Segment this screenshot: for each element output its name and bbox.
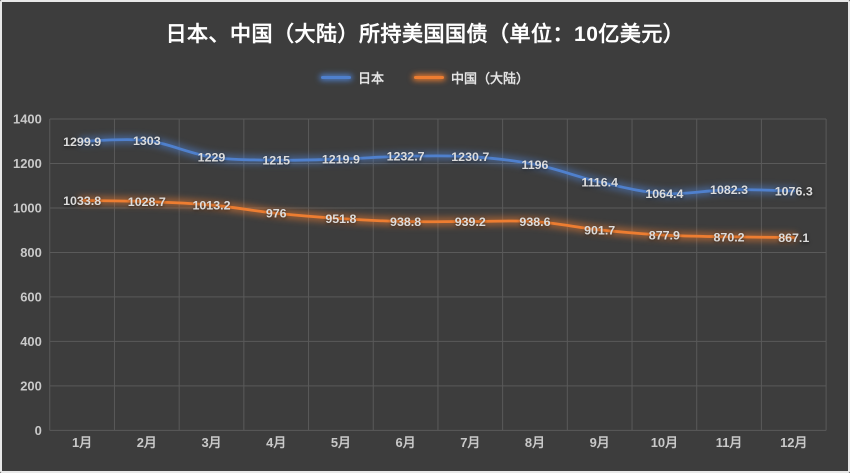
china-line-swatch-icon xyxy=(414,76,444,79)
y-axis-tick-label: 200 xyxy=(20,378,42,393)
legend-item-japan: 日本 xyxy=(320,68,384,87)
x-axis-tick-label: 10月 xyxy=(651,435,678,450)
x-axis-tick-label: 12月 xyxy=(780,435,807,450)
data-label-japan: 1196 xyxy=(521,158,548,172)
data-label-japan: 1215 xyxy=(262,154,290,168)
data-label-japan: 1064.4 xyxy=(645,187,683,201)
data-label-japan: 1229 xyxy=(198,151,226,165)
y-axis-tick-label: 1000 xyxy=(13,200,42,215)
data-label-japan: 1232.7 xyxy=(387,150,425,164)
x-axis-tick-label: 5月 xyxy=(331,435,351,450)
data-label-china: 976 xyxy=(266,207,287,221)
series-line-japan xyxy=(80,138,796,196)
data-label-china: 1028.7 xyxy=(128,195,166,209)
x-axis-tick-label: 3月 xyxy=(201,435,221,450)
data-label-china: 877.9 xyxy=(649,229,680,243)
x-axis-tick-label: 6月 xyxy=(396,435,416,450)
data-label-japan: 1303 xyxy=(133,134,161,148)
y-axis-tick-label: 800 xyxy=(20,245,42,260)
legend-label-japan: 日本 xyxy=(357,71,384,86)
series-line-china xyxy=(80,199,796,239)
x-axis-tick-label: 11月 xyxy=(716,435,743,450)
x-axis-tick-label: 1月 xyxy=(72,435,92,450)
x-axis-tick-label: 7月 xyxy=(460,435,480,450)
data-label-china: 870.2 xyxy=(714,230,745,244)
data-label-japan: 1076.3 xyxy=(775,184,813,198)
data-label-japan: 1116.4 xyxy=(581,176,618,190)
data-label-china: 1013.2 xyxy=(192,199,230,213)
y-axis-tick-label: 1400 xyxy=(13,111,42,126)
data-label-japan: 1230.7 xyxy=(451,150,489,164)
data-label-japan: 1299.9 xyxy=(63,135,101,149)
data-label-china: 1033.8 xyxy=(63,194,101,208)
data-label-china: 938.8 xyxy=(390,215,421,229)
data-label-china: 901.7 xyxy=(584,223,615,237)
x-axis-tick-label: 8月 xyxy=(525,435,545,450)
data-label-china: 938.6 xyxy=(519,215,550,229)
data-label-japan: 1082.3 xyxy=(710,183,748,197)
x-axis-tick-label: 9月 xyxy=(590,435,610,450)
y-axis-tick-label: 1200 xyxy=(13,156,42,171)
legend-item-china: 中国（大陆） xyxy=(414,68,529,87)
y-axis-tick-label: 600 xyxy=(20,289,42,304)
x-axis-tick-label: 2月 xyxy=(137,435,157,450)
y-axis-tick-label: 0 xyxy=(35,423,42,438)
legend: 日本 中国（大陆） xyxy=(2,68,848,87)
data-label-china: 951.8 xyxy=(325,212,356,226)
y-axis-tick-label: 400 xyxy=(20,334,42,349)
data-label-japan: 1219.9 xyxy=(322,153,360,167)
x-axis-tick-label: 4月 xyxy=(266,435,286,450)
data-label-china: 867.1 xyxy=(778,231,809,245)
data-label-china: 939.2 xyxy=(455,215,486,229)
chart-title: 日本、中国（大陆）所持美国国债（单位：10亿美元） xyxy=(165,23,685,46)
japan-line-swatch-icon xyxy=(320,76,351,79)
legend-label-china: 中国（大陆） xyxy=(451,71,530,86)
